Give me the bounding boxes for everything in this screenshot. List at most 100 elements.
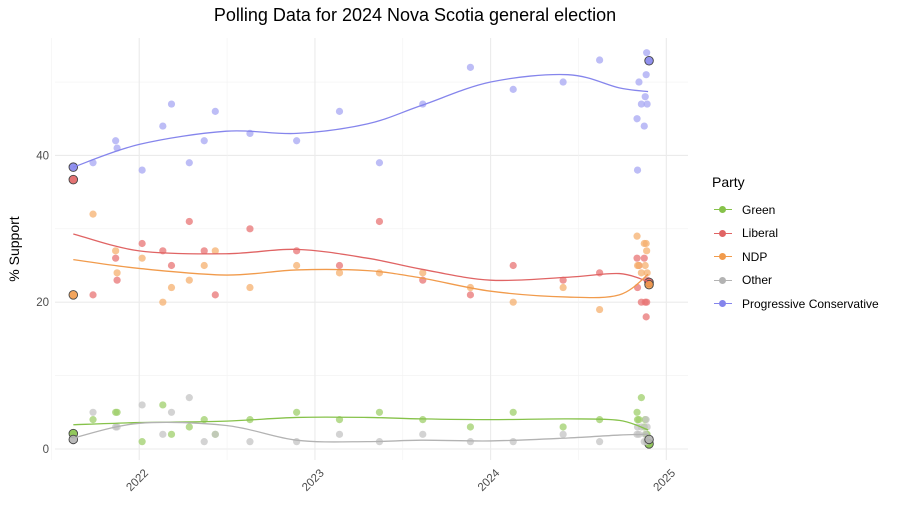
poll-point-liberal [633, 283, 642, 292]
y-tick-label: 20 [36, 297, 49, 309]
poll-point-progressive-conservative [159, 122, 167, 130]
poll-point-ndp [200, 261, 208, 270]
poll-point-ndp [89, 210, 97, 218]
poll-point-liberal [335, 261, 344, 270]
result-point-ndp [644, 279, 654, 290]
poll-point-ndp [641, 261, 649, 270]
legend-item-liberal: Liberal [712, 222, 879, 246]
result-point-ndp [68, 290, 79, 300]
poll-point-ndp [246, 283, 254, 292]
poll-point-progressive-conservative [509, 85, 517, 93]
poll-point-other [200, 438, 208, 446]
trend-line-ndp [73, 258, 649, 299]
poll-point-ndp [643, 269, 651, 277]
poll-point-progressive-conservative [112, 137, 120, 145]
poll-point-liberal [375, 217, 384, 226]
legend-label: Progressive Conservative [742, 296, 879, 311]
x-tick-label: 2022 [124, 467, 151, 494]
legend-key-icon [712, 227, 734, 239]
legend-key-icon [712, 298, 734, 310]
legend-label: Green [742, 202, 776, 217]
poll-point-other [642, 416, 650, 424]
poll-point-other [293, 438, 301, 446]
poll-point-green [159, 401, 167, 409]
chart-title: Polling Data for 2024 Nova Scotia genera… [213, 5, 617, 25]
poll-point-progressive-conservative [138, 166, 146, 174]
result-point-other [644, 434, 654, 445]
x-tick-label: 2025 [652, 467, 679, 494]
poll-point-progressive-conservative [633, 115, 641, 123]
poll-point-ndp [637, 269, 645, 277]
result-point-other [68, 434, 79, 445]
poll-point-green [419, 416, 427, 424]
poll-point-other [246, 438, 254, 446]
poll-point-other [509, 438, 517, 446]
poll-point-progressive-conservative [643, 49, 651, 57]
poll-point-other [596, 438, 604, 446]
poll-point-liberal [643, 298, 651, 306]
legend-key-icon [712, 251, 734, 263]
poll-point-liberal [113, 276, 121, 284]
legend-item-ndp: NDP [712, 245, 879, 269]
poll-point-liberal [200, 247, 208, 255]
poll-point-liberal [185, 217, 193, 226]
poll-point-progressive-conservative [375, 159, 384, 167]
poll-point-ndp [112, 247, 120, 255]
poll-point-liberal [640, 254, 648, 262]
poll-point-green [637, 394, 645, 402]
poll-point-other [138, 401, 146, 409]
poll-point-ndp [642, 239, 650, 248]
poll-point-progressive-conservative [637, 100, 645, 108]
poll-point-progressive-conservative [635, 78, 643, 86]
poll-point-ndp [419, 269, 427, 277]
legend-label: NDP [742, 249, 768, 264]
poll-point-progressive-conservative [211, 107, 219, 115]
result-point-progressive-conservative [68, 162, 79, 172]
poll-point-progressive-conservative [200, 137, 208, 145]
poll-point-ndp [559, 283, 567, 292]
poll-point-liberal [466, 291, 475, 299]
poll-point-liberal [246, 225, 254, 233]
poll-point-green [113, 408, 121, 416]
poll-point-liberal [596, 269, 604, 277]
y-tick-label: 40 [36, 150, 49, 162]
poll-point-ndp [633, 232, 641, 240]
poll-point-other [159, 430, 167, 438]
poll-point-ndp [185, 276, 193, 284]
trend-line-liberal [73, 233, 649, 283]
poll-point-green [138, 438, 146, 446]
legend-key-icon [712, 274, 734, 286]
poll-point-progressive-conservative [633, 166, 642, 174]
poll-point-progressive-conservative [559, 78, 567, 86]
poll-point-ndp [596, 305, 604, 314]
poll-point-green [167, 430, 176, 438]
poll-point-green [375, 408, 384, 416]
poll-point-ndp [293, 261, 301, 270]
poll-point-ndp [635, 261, 643, 270]
poll-point-other [466, 438, 475, 446]
poll-point-green [559, 423, 567, 431]
poll-point-other [185, 394, 193, 402]
poll-point-ndp [159, 298, 167, 306]
legend: Party Green Liberal NDP Other Progressive Co… [712, 174, 879, 316]
poll-point-liberal [633, 254, 641, 262]
poll-point-green [466, 423, 475, 431]
x-tick-label: 2024 [476, 467, 503, 494]
poll-point-liberal [642, 313, 650, 321]
poll-point-ndp [509, 298, 517, 306]
poll-point-progressive-conservative [466, 63, 475, 71]
poll-point-other [559, 430, 567, 438]
poll-point-green [293, 408, 301, 416]
poll-point-liberal [293, 247, 301, 255]
poll-point-liberal [509, 261, 517, 270]
legend-item-green: Green [712, 198, 879, 222]
poll-point-progressive-conservative [640, 122, 648, 130]
poll-point-liberal [112, 254, 120, 262]
poll-point-ndp [138, 254, 146, 262]
poll-point-progressive-conservative [641, 93, 649, 101]
poll-point-ndp [335, 269, 344, 277]
legend-key-icon [712, 204, 734, 216]
poll-point-green [635, 416, 643, 424]
poll-point-ndp [167, 283, 176, 292]
x-tick-label: 2023 [300, 467, 327, 494]
